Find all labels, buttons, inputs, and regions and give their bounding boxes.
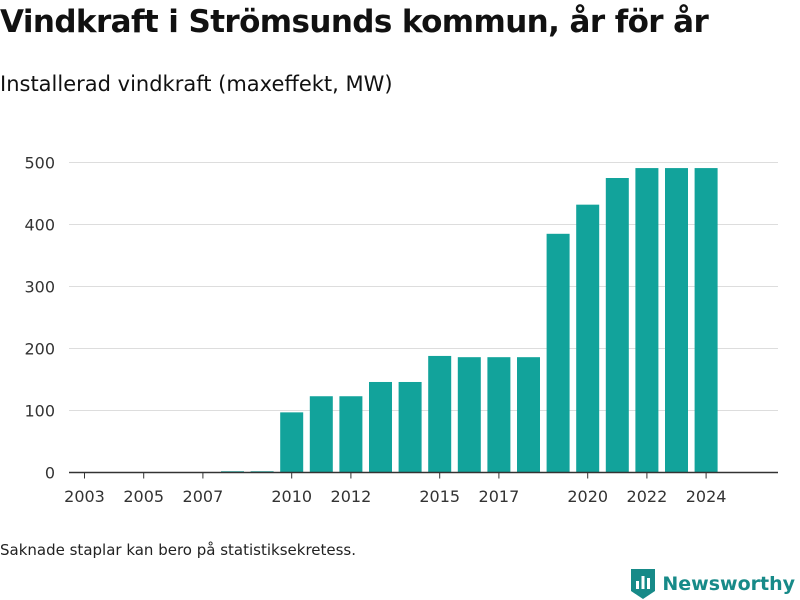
x-tick-label: 2020: [567, 487, 608, 506]
y-tick-label: 500: [24, 154, 55, 173]
axes: 0 100 200 300 400 500 2003 2005 2007 2010 2012 2015…: [24, 154, 778, 506]
x-tick-label: 2017: [479, 487, 520, 506]
grid-lines: [69, 162, 778, 411]
x-tick-label: 2003: [64, 487, 105, 506]
newsworthy-logo: Newsworthy: [631, 569, 795, 599]
y-tick-label: 400: [24, 216, 55, 235]
x-tick-label: 2007: [183, 487, 224, 506]
brand-name: Newsworthy: [662, 573, 795, 595]
x-tick-label: 2005: [123, 487, 164, 506]
x-tick-label: 2010: [271, 487, 312, 506]
y-tick-label: 300: [24, 278, 55, 297]
bar-2014: [398, 381, 422, 473]
y-tick-label: 0: [45, 464, 55, 483]
chart-title: Vindkraft i Strömsunds kommun, år för år: [0, 4, 709, 40]
bar-chart-logo-icon: [631, 569, 656, 599]
x-tick-label: 2024: [686, 487, 727, 506]
bar-2021: [605, 178, 629, 473]
bar-2010: [280, 412, 304, 473]
bar-2013: [369, 381, 392, 473]
bar-2012: [339, 396, 363, 473]
chart-subtitle: Installerad vindkraft (maxeffekt, MW): [0, 72, 393, 96]
bar-2022: [635, 168, 659, 473]
bar-2017: [487, 357, 511, 473]
bars: [221, 168, 718, 473]
y-tick-label: 200: [24, 340, 55, 359]
x-tick-label: 2015: [419, 487, 460, 506]
bar-2019: [546, 233, 570, 473]
bar-2015: [428, 355, 452, 473]
bar-2011: [309, 396, 333, 473]
footnote: Saknade staplar kan bero på statistiksek…: [0, 541, 357, 559]
bar-2024: [694, 168, 718, 473]
bar-2016: [457, 357, 481, 473]
bar-2018: [517, 357, 540, 473]
bar-2020: [576, 204, 600, 473]
bar-2023: [665, 168, 688, 473]
y-tick-label: 100: [24, 402, 55, 421]
x-tick-label: 2022: [627, 487, 668, 506]
x-tick-label: 2012: [331, 487, 372, 506]
